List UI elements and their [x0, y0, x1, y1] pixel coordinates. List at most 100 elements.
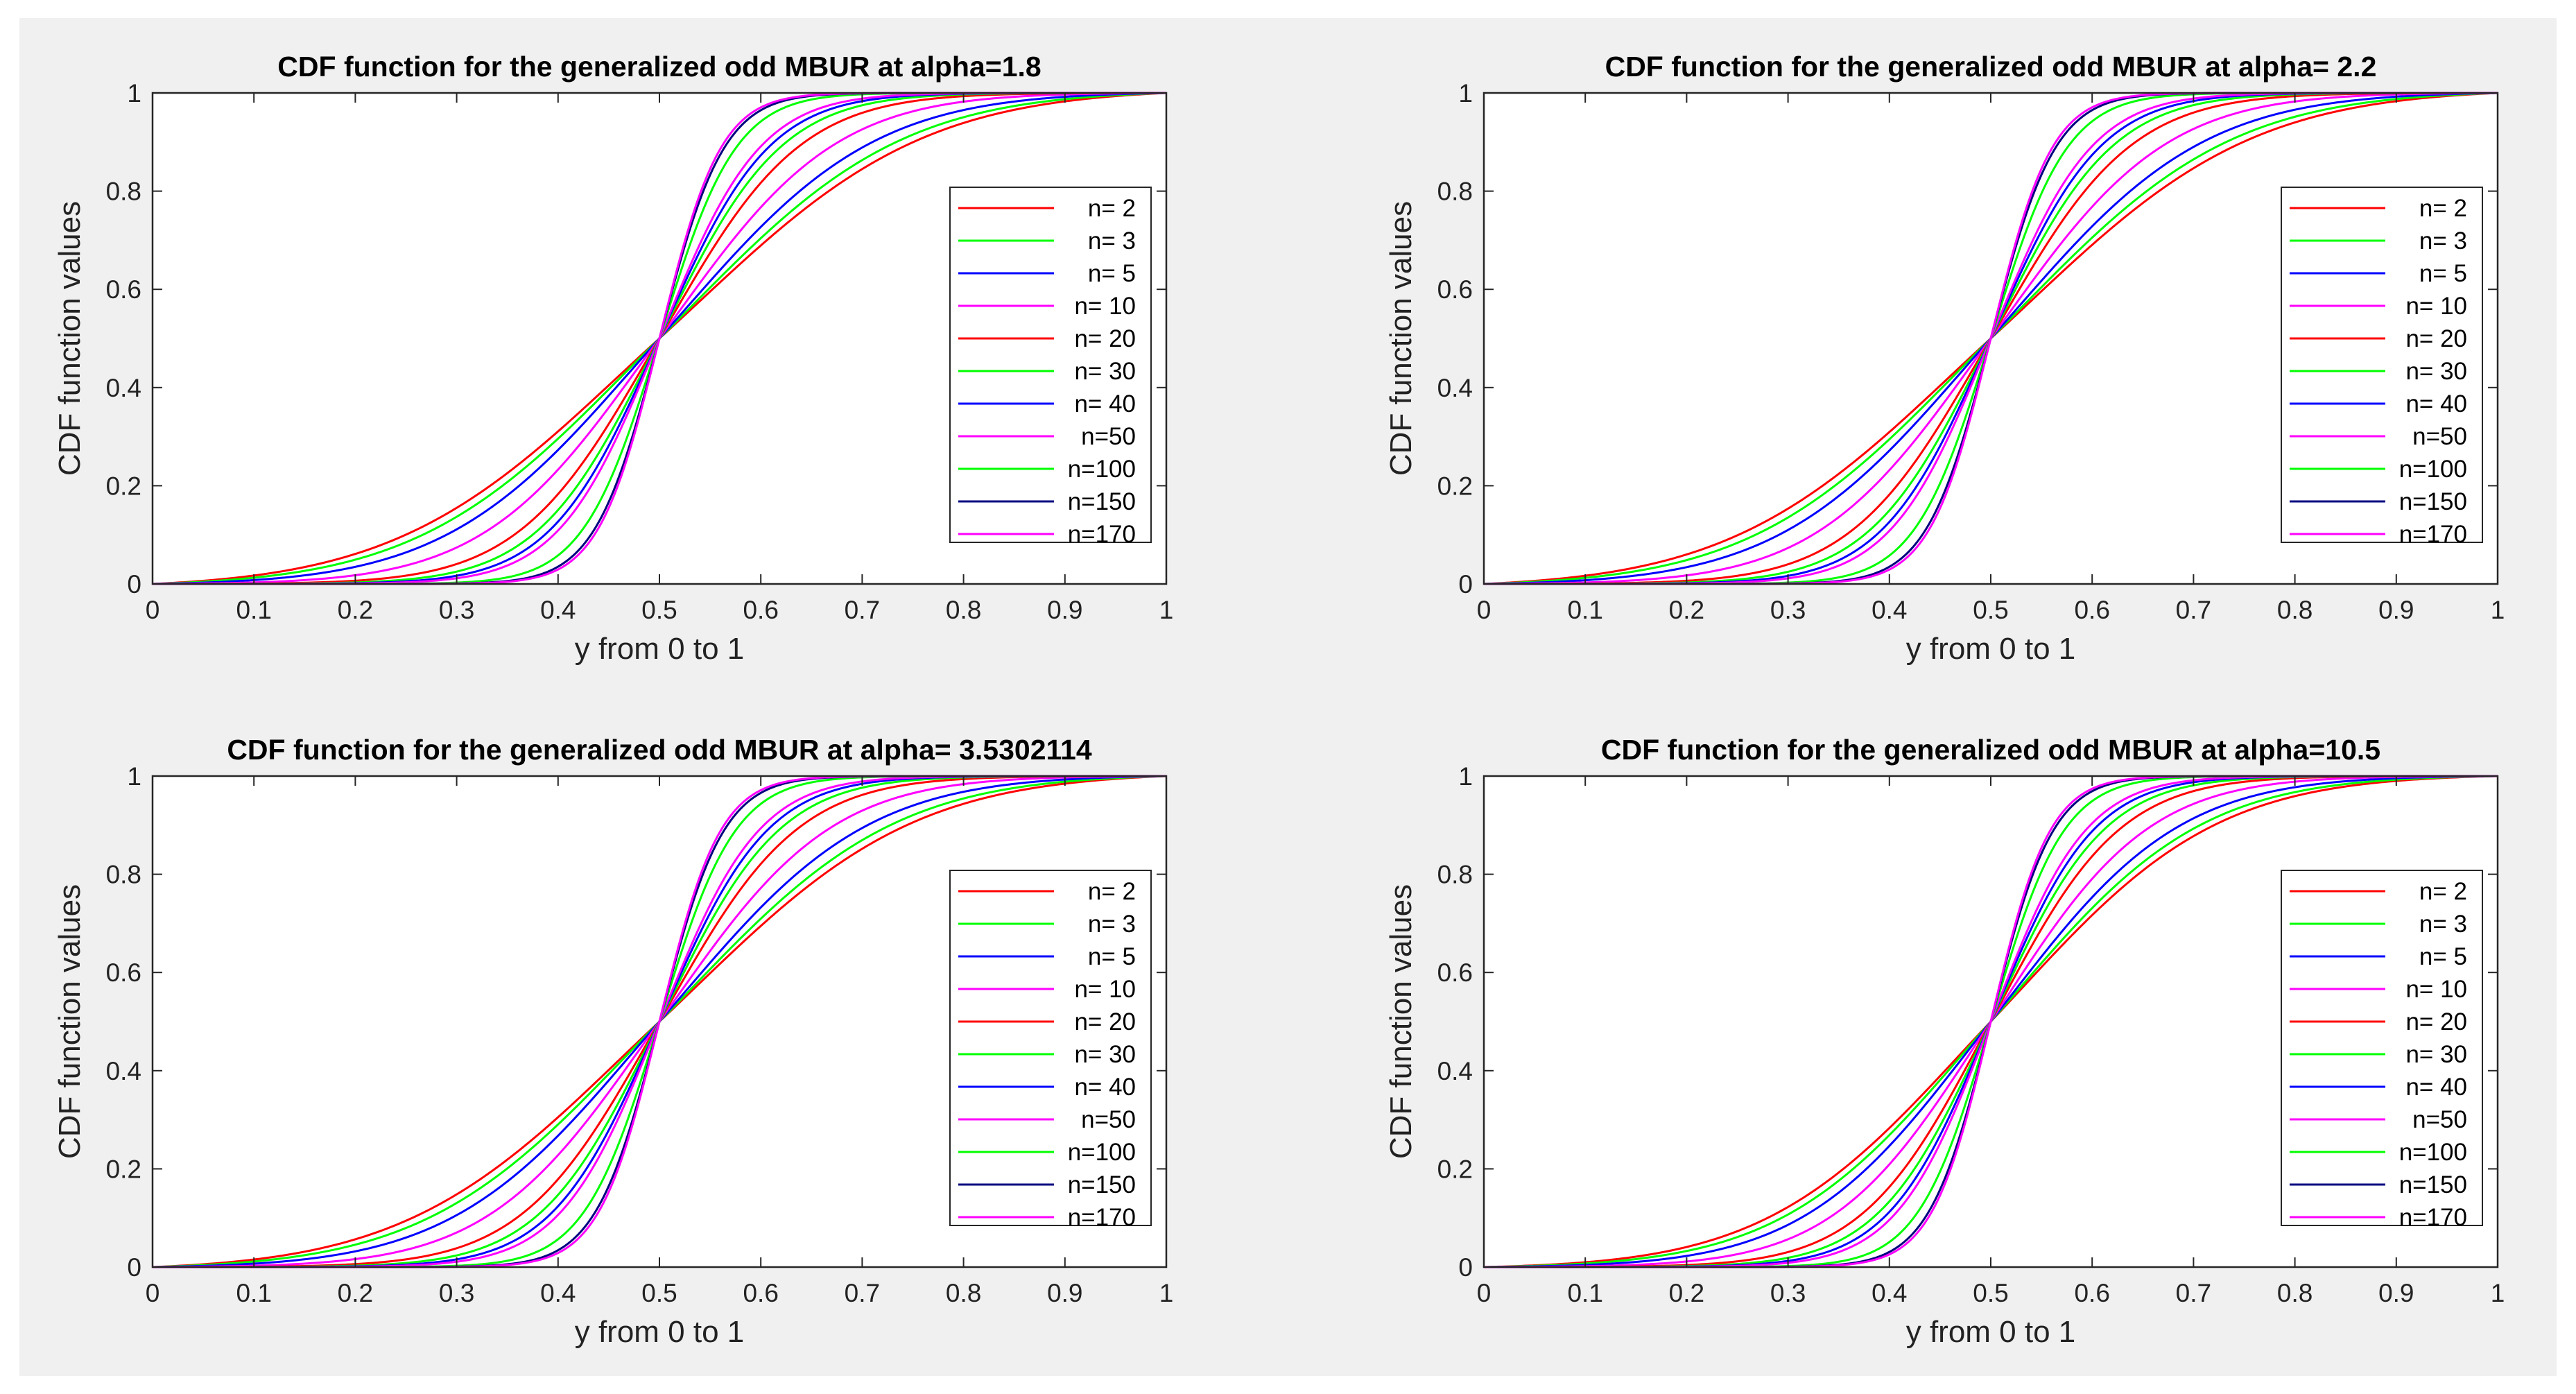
chart-panel-3: 0 0.1 0.2 0.3 0.4 0.5 0.6 0.7 0.8 0.9 1 0 0.2 0.4 0.6 0…	[53, 734, 1173, 1349]
legend-label: n= 40	[2405, 390, 2467, 418]
y-tick-label: 0.6	[106, 275, 141, 304]
x-tick-label: 0.8	[2277, 1279, 2313, 1307]
x-tick-label: 0.1	[236, 1279, 271, 1307]
legend-label: n= 10	[1074, 293, 1136, 320]
legend-label: n=150	[2399, 1171, 2467, 1198]
legend-label: n= 20	[2405, 325, 2467, 352]
legend-label: n= 30	[1074, 358, 1136, 385]
legend-item: n= 10	[2290, 293, 2467, 320]
legend-item: n=100	[958, 456, 1136, 483]
chart-panel-2: 0 0.1 0.2 0.3 0.4 0.5 0.6 0.7 0.8 0.9 1 0 0.2 0.4 0.6 0…	[1384, 51, 2505, 666]
x-axis-label: y from 0 to 1	[575, 1315, 745, 1349]
x-tick-label: 0.2	[338, 1279, 373, 1307]
legend-label: n=50	[2412, 1106, 2467, 1133]
y-tick-label: 0	[127, 1253, 141, 1282]
legend-label: n= 40	[2405, 1074, 2467, 1101]
legend-label: n=100	[2399, 456, 2467, 483]
x-tick-label: 0.3	[1770, 1279, 1806, 1307]
legend-label: n= 3	[2419, 911, 2467, 938]
x-tick-label: 0.5	[1973, 1279, 2008, 1307]
legend-label: n=150	[2399, 488, 2467, 515]
legend-item: n= 30	[2290, 1041, 2467, 1068]
x-tick-label: 0.7	[2176, 596, 2211, 624]
legend-item: n= 5	[958, 943, 1136, 970]
legend-box	[949, 870, 1152, 1226]
legend-item: n= 2	[958, 878, 1136, 905]
x-tick-label: 0.7	[2176, 1279, 2211, 1307]
legend-label: n= 5	[2419, 943, 2467, 970]
legend-item: n= 3	[958, 911, 1136, 938]
y-tick-label: 0.4	[106, 374, 141, 402]
x-tick-label: 0.2	[1669, 596, 1704, 624]
legend-label: n= 30	[2405, 358, 2467, 385]
legend-label: n=100	[1068, 456, 1136, 483]
legend-item: n= 5	[958, 260, 1136, 287]
legend: n= 2 n= 3 n= 5 n= 10 n= 20 n= 30 n= 40 n=50 n=10…	[949, 187, 1152, 548]
x-tick-label: 0.9	[2378, 1279, 2414, 1307]
legend-item: n= 40	[2290, 1074, 2467, 1101]
y-tick-label: 1	[127, 79, 141, 107]
legend-label: n= 40	[1074, 390, 1136, 418]
y-tick-label: 1	[1458, 762, 1473, 791]
legend-item: n=50	[958, 423, 1136, 450]
legend-label: n= 30	[2405, 1041, 2467, 1068]
x-tick-label: 0.4	[540, 1279, 576, 1307]
x-tick-label: 0.5	[641, 596, 677, 624]
x-tick-label: 0.8	[946, 596, 981, 624]
legend-label: n= 3	[1088, 911, 1136, 938]
legend-item: n= 30	[958, 358, 1136, 385]
x-tick-label: 0.2	[338, 596, 373, 624]
x-tick-label: 0.4	[540, 596, 576, 624]
x-tick-label: 0.6	[743, 596, 778, 624]
chart-panel-1: 0 0.1 0.2 0.3 0.4 0.5 0.6 0.7 0.8 0.9 1 0 0.2 0.4 0.6 0…	[53, 51, 1173, 666]
legend-label: n=150	[1068, 1171, 1136, 1198]
legend-item: n= 30	[2290, 358, 2467, 385]
chart-title: CDF function for the generalized odd MBU…	[227, 734, 1092, 766]
y-tick-label: 0.6	[106, 958, 141, 987]
x-tick-label: 0	[1477, 596, 1492, 624]
y-tick-label: 0.2	[106, 1155, 141, 1183]
legend-label: n=170	[1068, 1204, 1136, 1231]
x-tick-label: 0	[146, 1279, 160, 1307]
y-tick-label: 0.6	[1437, 275, 1473, 304]
x-tick-label: 0.1	[1567, 596, 1602, 624]
legend: n= 2 n= 3 n= 5 n= 10 n= 20 n= 30 n= 40 n=50 n=10…	[2281, 870, 2483, 1231]
chart-title: CDF function for the generalized odd MBU…	[277, 51, 1041, 83]
legend-item: n= 10	[958, 976, 1136, 1003]
x-tick-label: 0.3	[439, 1279, 474, 1307]
legend-label: n= 2	[1088, 195, 1136, 222]
legend-label: n= 2	[2419, 195, 2467, 222]
legend-box	[949, 187, 1152, 543]
x-tick-label: 0.7	[845, 1279, 880, 1307]
legend-label: n= 3	[1088, 227, 1136, 255]
legend-label: n=100	[1068, 1139, 1136, 1166]
legend-item: n= 5	[2290, 943, 2467, 970]
x-tick-label: 0.8	[946, 1279, 981, 1307]
y-tick-label: 0.8	[106, 861, 141, 889]
x-tick-label: 0.9	[1047, 596, 1082, 624]
figure-window: 0 0.1 0.2 0.3 0.4 0.5 0.6 0.7 0.8 0.9 1 0 0.2 0.4 0.6 0…	[19, 18, 2557, 1376]
legend-label: n= 10	[1074, 976, 1136, 1003]
chart-title: CDF function for the generalized odd MBU…	[1601, 734, 2380, 766]
x-tick-label: 0.3	[1770, 596, 1806, 624]
legend-label: n=170	[2399, 1204, 2467, 1231]
x-tick-label: 0	[1477, 1279, 1492, 1307]
legend-item: n=100	[958, 1139, 1136, 1166]
y-tick-label: 0.4	[1437, 1057, 1473, 1085]
legend-item: n=50	[2290, 1106, 2467, 1133]
x-tick-label: 0.7	[845, 596, 880, 624]
legend-label: n= 20	[2405, 1008, 2467, 1035]
legend-item: n=170	[2290, 1204, 2467, 1231]
y-tick-label: 0.2	[1437, 1155, 1473, 1183]
y-tick-label: 0	[127, 570, 141, 599]
x-tick-label: 1	[2491, 596, 2505, 624]
legend-label: n=150	[1068, 488, 1136, 515]
y-axis-label: CDF function values	[53, 884, 87, 1159]
x-tick-label: 1	[1159, 1279, 1174, 1307]
legend-box	[2281, 870, 2483, 1226]
legend: n= 2 n= 3 n= 5 n= 10 n= 20 n= 30 n= 40 n=50 n=10…	[949, 870, 1152, 1231]
legend-item: n=170	[958, 521, 1136, 548]
chart-panel-4: 0 0.1 0.2 0.3 0.4 0.5 0.6 0.7 0.8 0.9 1 0 0.2 0.4 0.6 0…	[1384, 734, 2505, 1349]
legend-item: n=50	[958, 1106, 1136, 1133]
legend-item: n= 2	[2290, 195, 2467, 222]
